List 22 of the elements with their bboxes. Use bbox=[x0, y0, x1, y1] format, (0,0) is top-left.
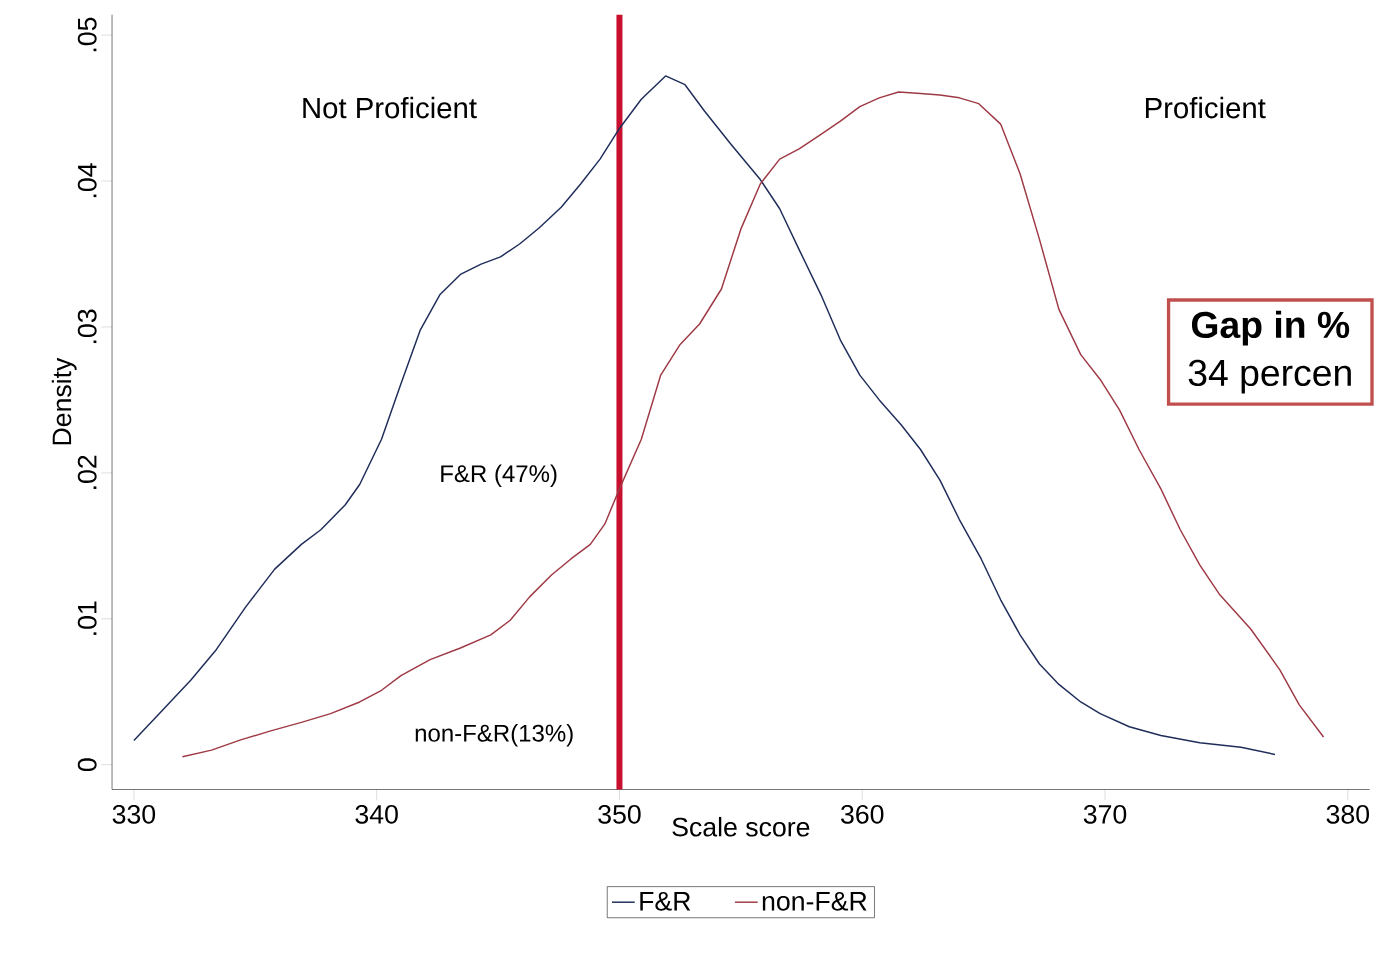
annotation: Not Proficient bbox=[303, 97, 477, 119]
y-tick-label: .01 bbox=[77, 601, 97, 636]
x-axis-title: Scale score bbox=[672, 817, 810, 837]
y-tick-label: .03 bbox=[77, 309, 97, 344]
y-axis-title: Density bbox=[51, 357, 77, 445]
annotation: non-F&R(13%) bbox=[415, 724, 573, 747]
annotation: Gap in % bbox=[1191, 310, 1350, 346]
legend-label: non-F&R bbox=[762, 892, 867, 911]
x-tick-label: 330 bbox=[112, 805, 156, 824]
legend-label: F&R bbox=[640, 892, 691, 911]
x-tick-label: 360 bbox=[841, 805, 884, 824]
x-tick-label: 340 bbox=[355, 805, 398, 824]
y-tick-label: .05 bbox=[77, 17, 97, 52]
annotation: 34 percen bbox=[1188, 359, 1351, 394]
x-tick-label: 380 bbox=[1326, 805, 1370, 824]
annotation: Proficient bbox=[1145, 97, 1266, 119]
y-tick-label: .02 bbox=[77, 455, 97, 490]
annotation: F&R (47%) bbox=[441, 464, 557, 488]
y-tick-label: 0 bbox=[77, 758, 97, 772]
y-tick-label: .04 bbox=[77, 163, 97, 198]
x-tick-label: 350 bbox=[598, 805, 641, 824]
x-tick-label: 370 bbox=[1083, 805, 1127, 824]
